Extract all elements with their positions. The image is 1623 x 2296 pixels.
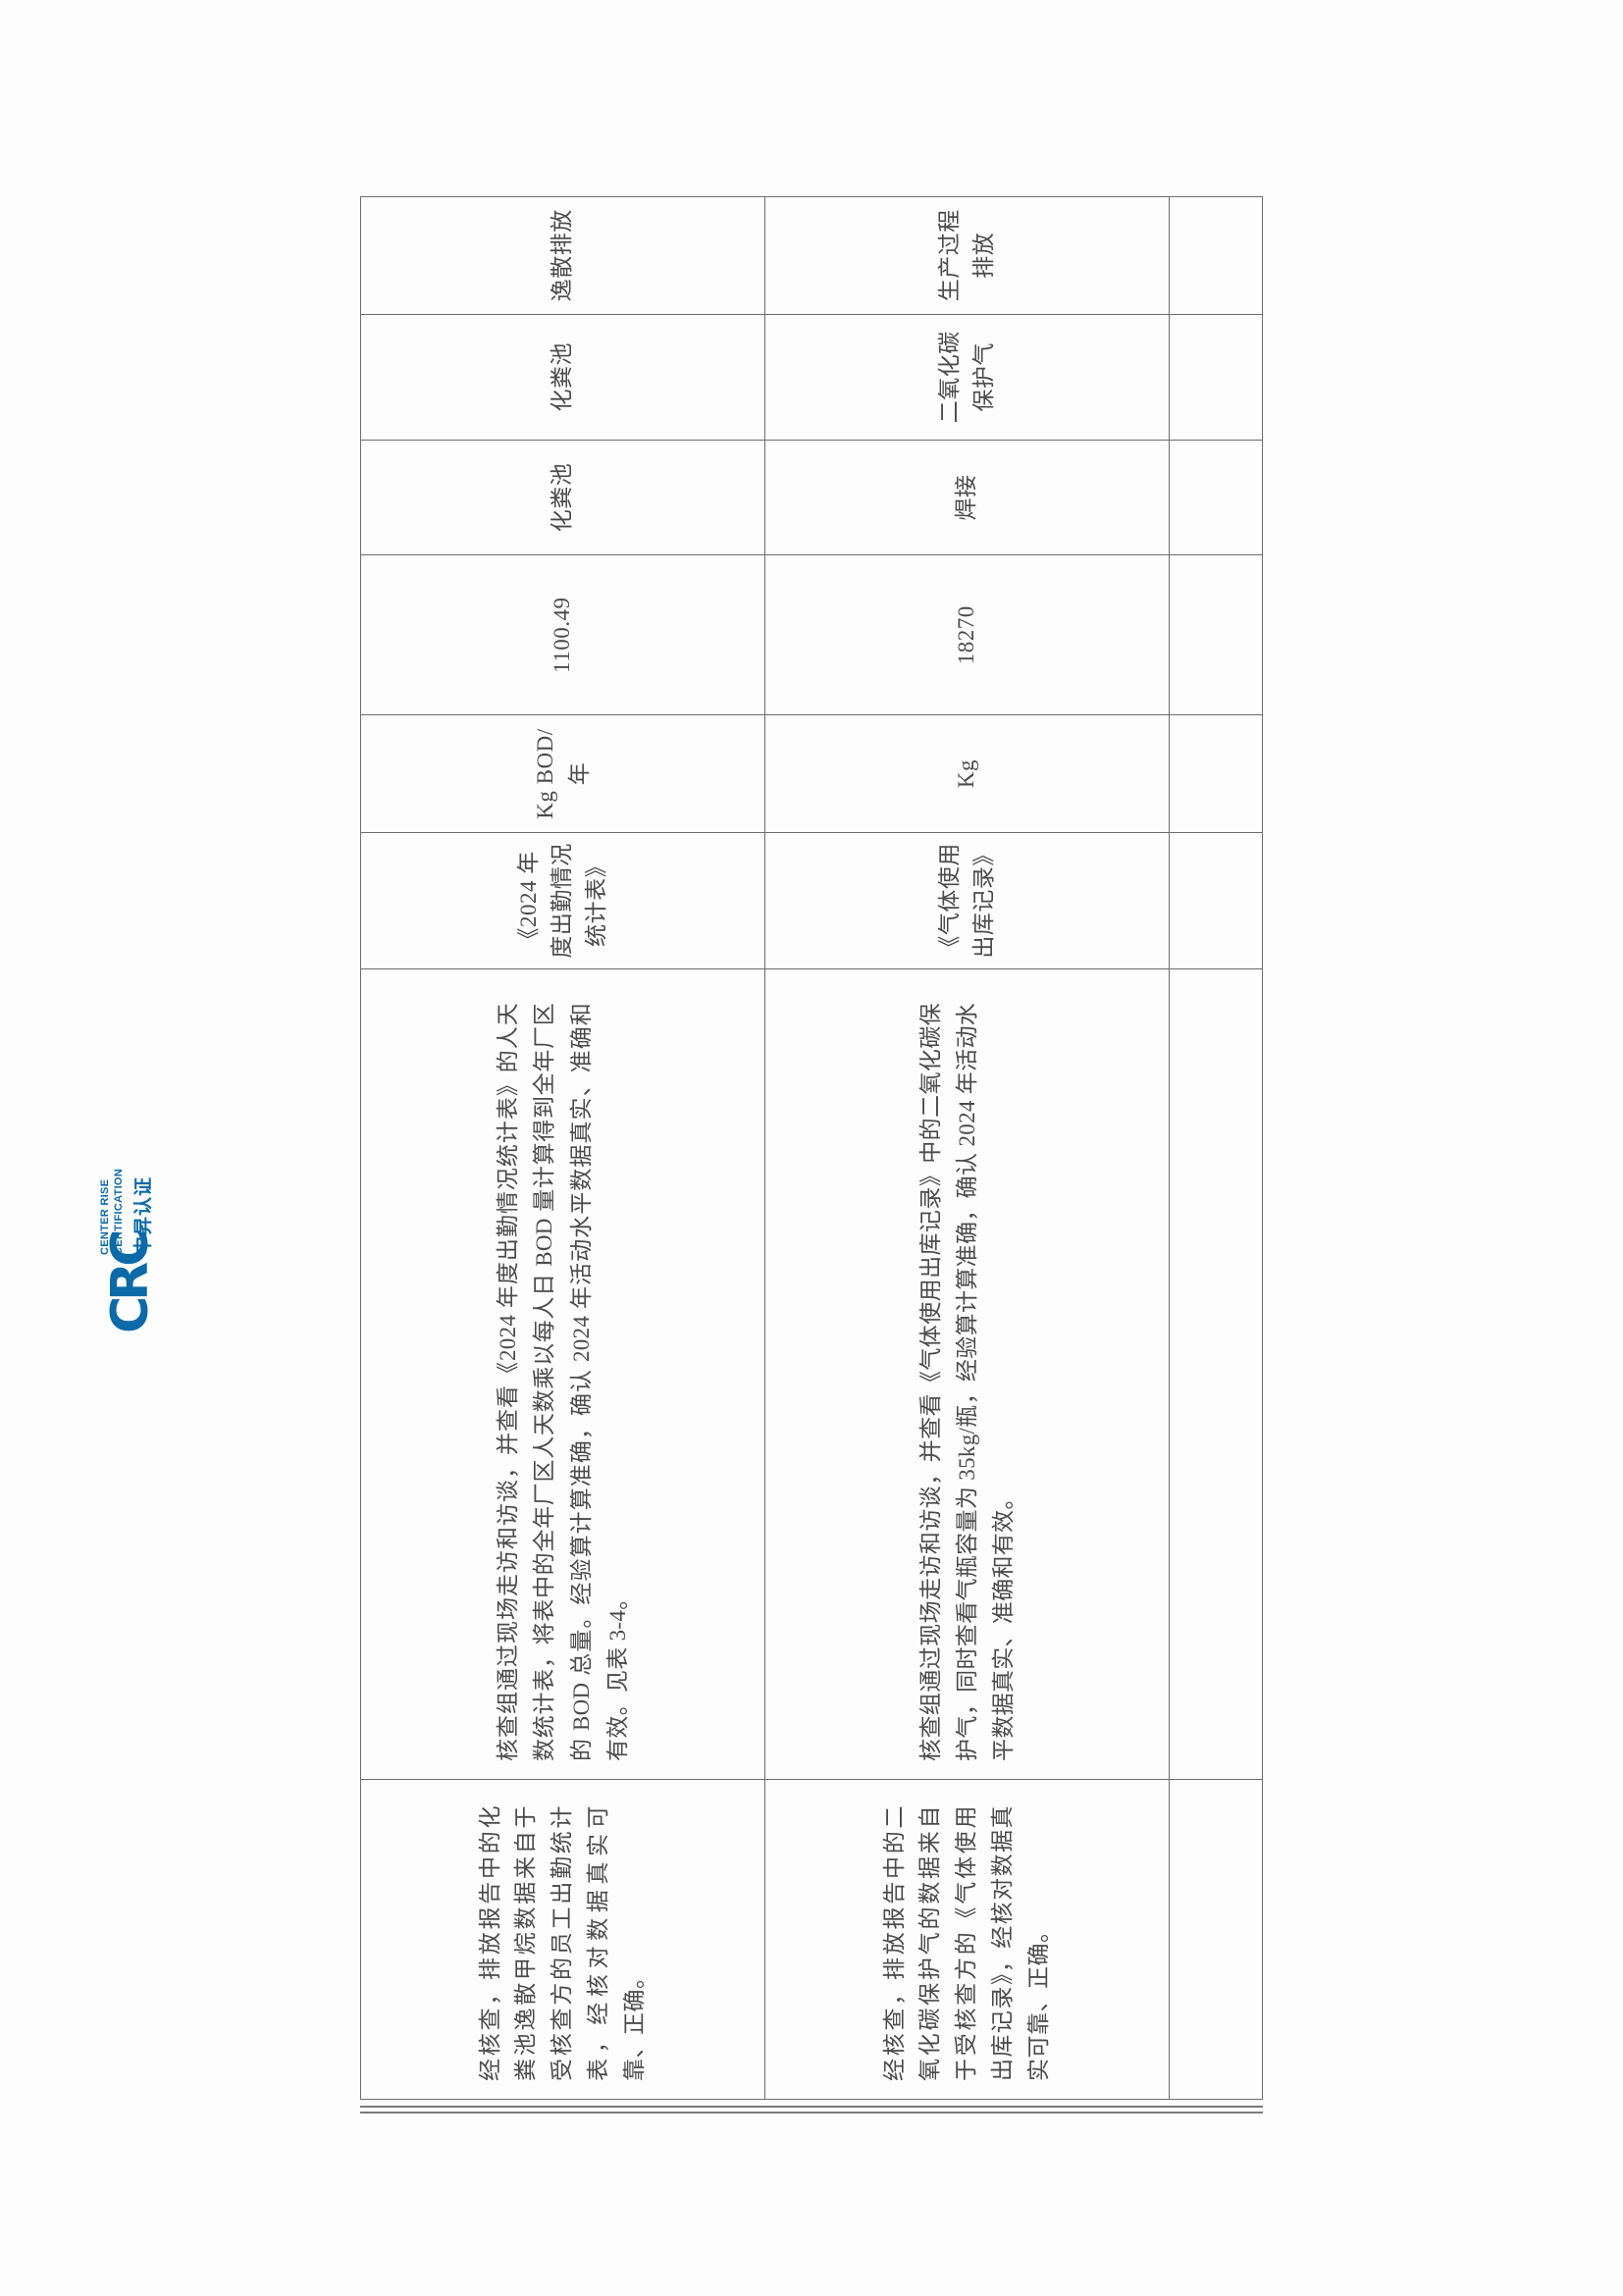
verification-data-table: 经核查，排放报告中的化粪池逸散甲烷数据来自于受核查方的员工出勤统计表，经核对数据… [360, 196, 1263, 2100]
activity-value-text: 1100.49 [550, 597, 575, 673]
source-document-text: 《气体使用出库记录》 [937, 843, 996, 959]
conclusion-text: 经核查，排放报告中的二氧化碳保护气的数据来自于受核查方的《气体使用出库记录》，经… [881, 1804, 1051, 2081]
rotated-table-stage: 经核查，排放报告中的化粪池逸散甲烷数据来自于受核查方的员工出勤统计表，经核对数据… [360, 196, 1263, 2113]
conclusion-text: 经核查，排放报告中的化粪池逸散甲烷数据来自于受核查方的员工出勤统计表，经核对数据… [477, 1804, 647, 2081]
unit-text: Kg BOD/年 [533, 728, 592, 819]
cell-activity-value: 18270 [764, 554, 1170, 715]
cell-unit: Kg [764, 714, 1170, 833]
cell-source-document: 《气体使用出库记录》 [764, 832, 1170, 969]
logo-chinese-name: 中昇认证 [133, 1175, 154, 1255]
logo-english-line1: CENTER RISE [99, 1178, 111, 1255]
table-footer-blank-row [1169, 196, 1263, 2100]
cell-blank [1169, 1779, 1263, 2100]
cell-description: 核查组通过现场走访和访谈，并查看《2024 年度出勤情况统计表》的人天数统计表，… [360, 968, 765, 1780]
cell-blank [1169, 440, 1263, 555]
cell-emission-category: 逸散排放 [360, 196, 765, 315]
emission-source-text: 二氧化碳保护气 [937, 331, 996, 424]
cell-activity-value: 1100.49 [360, 554, 765, 715]
cell-blank [1169, 314, 1263, 441]
cell-process-node: 化粪池 [360, 440, 765, 555]
binding-rule-inner [360, 2106, 1263, 2108]
cell-emission-category: 生产过程排放 [764, 196, 1170, 315]
unit-text: Kg [954, 758, 979, 789]
cell-blank [1169, 832, 1263, 969]
source-document-text: 《2024 年度出勤情况统计表》 [516, 843, 608, 959]
emission-category-text: 逸散排放 [550, 209, 575, 302]
cell-emission-source: 化粪池 [360, 314, 765, 441]
cell-blank [1169, 968, 1263, 1780]
description-text: 核查组通过现场走访和访谈，并查看《气体使用出库记录》中的二氧化碳保护气，同时查看… [917, 1002, 1017, 1761]
binding-rule-outer [360, 2112, 1263, 2113]
description-text: 核查组通过现场走访和访谈，并查看《2024 年度出勤情况统计表》的人天数统计表，… [496, 1002, 630, 1761]
cell-blank [1169, 196, 1263, 315]
logo-english-line2: CERTIFICATION [113, 1168, 125, 1255]
table-row: 经核查，排放报告中的化粪池逸散甲烷数据来自于受核查方的员工出勤统计表，经核对数据… [360, 196, 765, 2100]
cell-source-document: 《2024 年度出勤情况统计表》 [360, 832, 765, 969]
process-node-text: 化粪池 [550, 462, 575, 533]
cell-emission-source: 二氧化碳保护气 [764, 314, 1170, 441]
crc-logo-glyphs: CRC CENTER RISE CERTIFICATION 中昇认证 [38, 1169, 225, 1333]
crc-logo: CRC CENTER RISE CERTIFICATION 中昇认证 [73, 1156, 190, 1342]
activity-value-text: 18270 [954, 605, 979, 665]
cell-blank [1169, 554, 1263, 715]
cell-process-node: 焊接 [764, 440, 1170, 555]
cell-blank [1169, 714, 1263, 833]
emission-source-text: 化粪池 [550, 341, 575, 412]
cell-conclusion: 经核查，排放报告中的化粪池逸散甲烷数据来自于受核查方的员工出勤统计表，经核对数据… [360, 1779, 765, 2100]
cell-description: 核查组通过现场走访和访谈，并查看《气体使用出库记录》中的二氧化碳保护气，同时查看… [764, 968, 1170, 1780]
process-node-text: 焊接 [954, 474, 979, 521]
cell-unit: Kg BOD/年 [360, 714, 765, 833]
cell-conclusion: 经核查，排放报告中的二氧化碳保护气的数据来自于受核查方的《气体使用出库记录》，经… [764, 1779, 1170, 2100]
emission-category-text: 生产过程排放 [937, 209, 996, 302]
table-row: 经核查，排放报告中的二氧化碳保护气的数据来自于受核查方的《气体使用出库记录》，经… [764, 196, 1170, 2100]
